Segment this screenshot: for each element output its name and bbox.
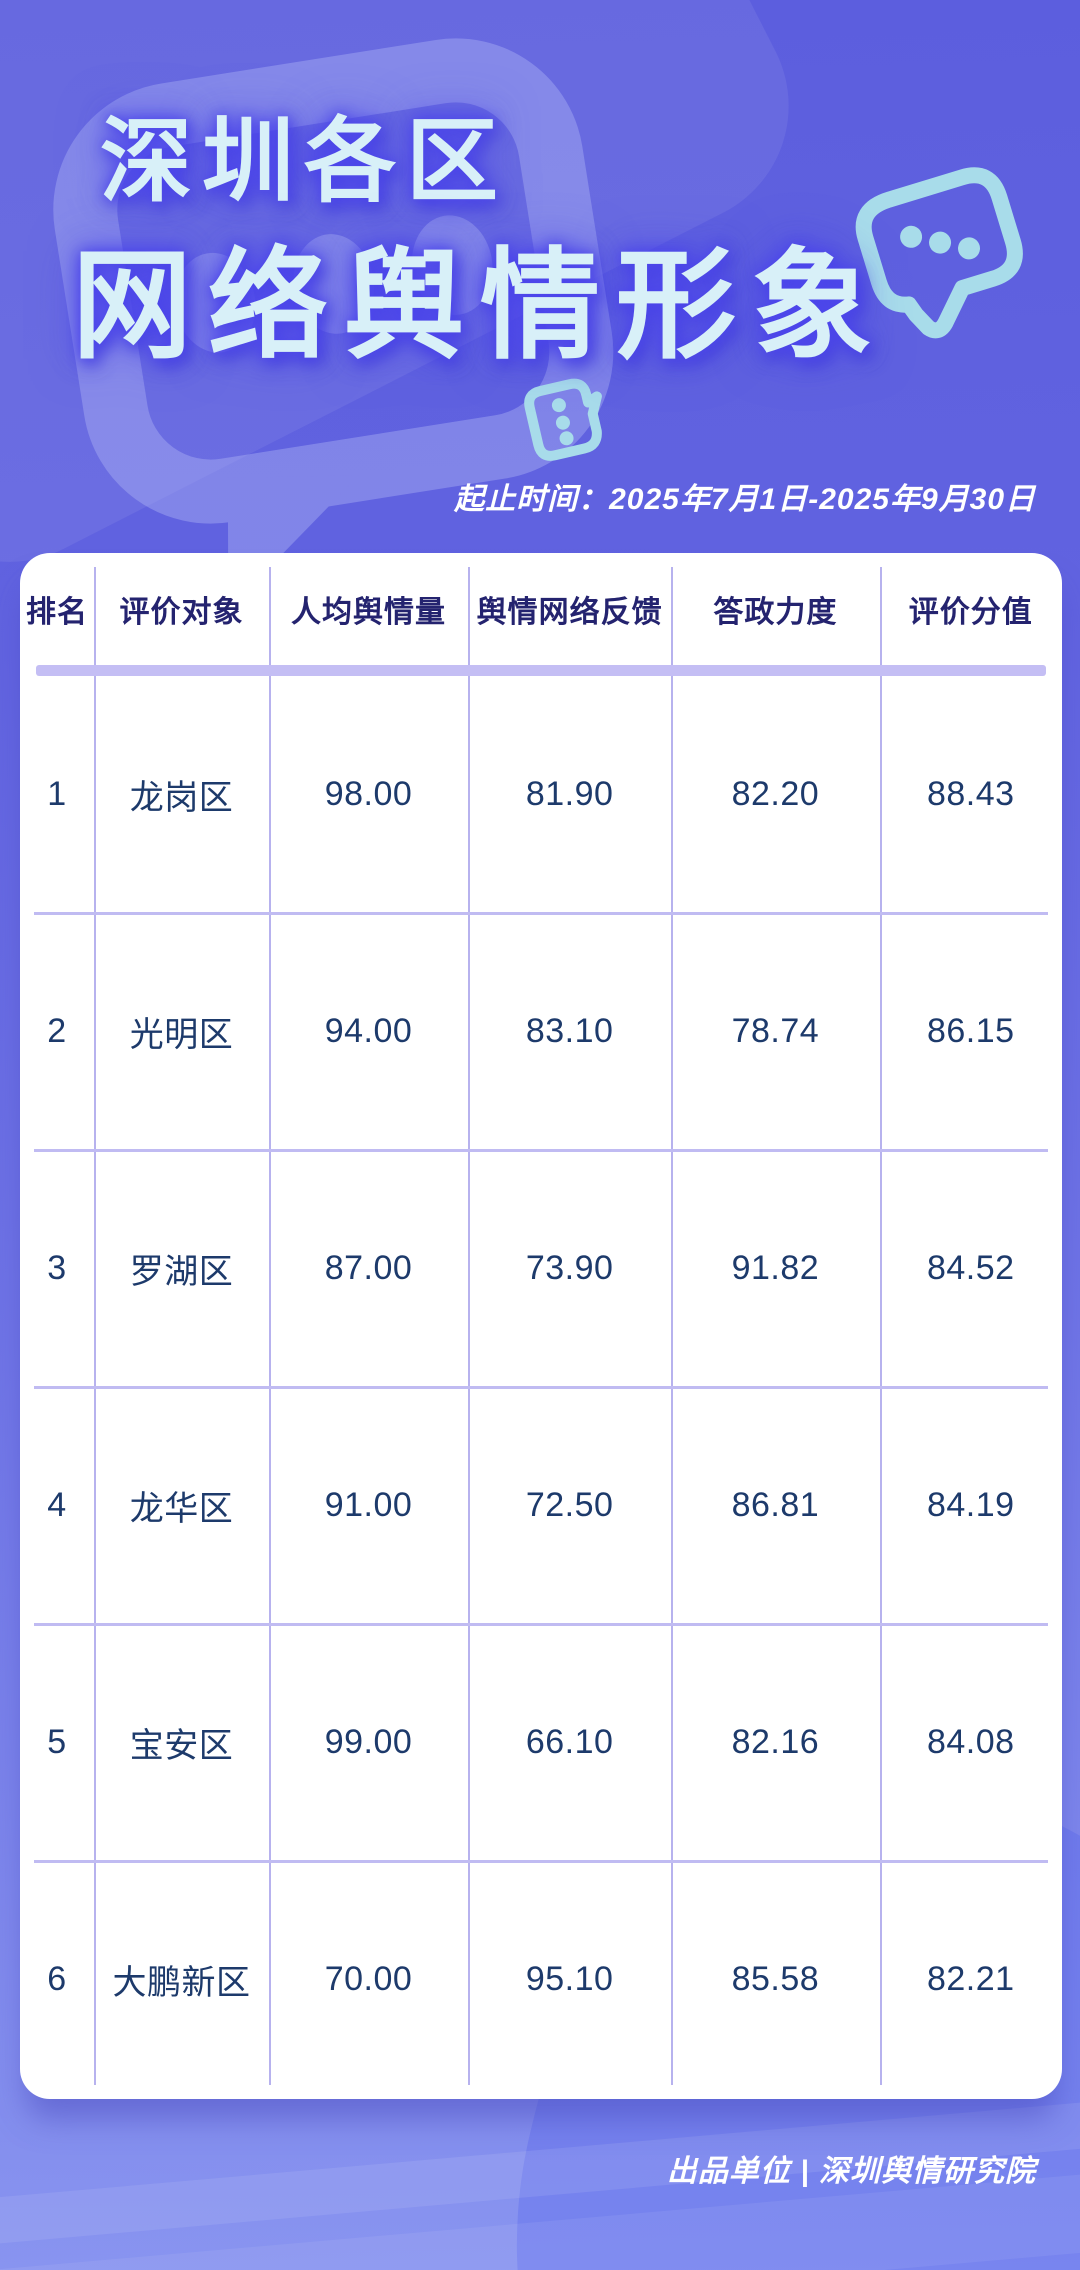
column-header: 评价对象 xyxy=(119,596,244,629)
table-cell: 95.10 xyxy=(525,1960,614,1998)
ranking-table: 排名 评价对象 人均舆情量 舆情网络反馈 答政力度 评价分值 1 龙岗区 98.… xyxy=(20,553,1062,2099)
table-cell: 70.00 xyxy=(324,1960,413,1998)
column-divider xyxy=(879,567,882,2085)
column-divider xyxy=(269,567,272,2085)
table-cell: 82.16 xyxy=(731,1723,820,1761)
score-cell: 88.43 xyxy=(926,775,1015,813)
rank-cell: 4 xyxy=(47,1486,67,1524)
rank-cell: 3 xyxy=(47,1249,67,1287)
table-header-row: 排名 评价对象 人均舆情量 舆情网络反馈 答政力度 评价分值 xyxy=(20,553,1062,665)
district-cell: 罗湖区 xyxy=(129,1253,234,1291)
rank-cell: 6 xyxy=(47,1960,67,1998)
score-cell: 86.15 xyxy=(926,1012,1015,1050)
row-separator xyxy=(34,1623,1048,1626)
rank-cell: 2 xyxy=(47,1012,67,1050)
page-title-line2: 网络舆情形象 xyxy=(72,239,888,373)
table-row: 2 光明区 94.00 83.10 78.74 86.15 xyxy=(20,913,1062,1150)
table-cell: 86.81 xyxy=(731,1486,820,1524)
column-header: 评价分值 xyxy=(908,596,1033,629)
page-title-line1: 深圳各区 xyxy=(100,111,509,213)
district-cell: 光明区 xyxy=(129,1016,234,1054)
table-grid: 排名 评价对象 人均舆情量 舆情网络反馈 答政力度 评价分值 1 龙岗区 98.… xyxy=(20,553,1062,2099)
table-cell: 87.00 xyxy=(324,1249,413,1287)
column-header: 答政力度 xyxy=(713,596,838,629)
row-separator xyxy=(34,912,1048,915)
row-separator xyxy=(34,1386,1048,1389)
chat-dice-icon xyxy=(512,365,620,479)
table-cell: 94.00 xyxy=(324,1012,413,1050)
table-row: 3 罗湖区 87.00 73.90 91.82 84.52 xyxy=(20,1150,1062,1387)
district-cell: 宝安区 xyxy=(129,1727,234,1765)
table-cell: 91.82 xyxy=(731,1249,820,1287)
rank-cell: 5 xyxy=(47,1723,67,1761)
row-separator xyxy=(34,1860,1048,1863)
column-header: 舆情网络反馈 xyxy=(476,596,663,629)
table-cell: 78.74 xyxy=(731,1012,820,1050)
table-cell: 83.10 xyxy=(525,1012,614,1050)
column-divider xyxy=(468,567,471,2085)
table-row: 6 大鹏新区 70.00 95.10 85.58 82.21 xyxy=(20,1861,1062,2098)
rank-cell: 1 xyxy=(47,775,67,813)
table-cell: 72.50 xyxy=(525,1486,614,1524)
chat-bubble-icon xyxy=(831,137,1056,375)
credit-line: 出品单位 | 深圳舆情研究院 xyxy=(666,2155,1036,2188)
column-divider xyxy=(93,567,96,2085)
score-cell: 84.19 xyxy=(926,1486,1015,1524)
score-cell: 84.52 xyxy=(926,1249,1015,1287)
table-cell: 91.00 xyxy=(324,1486,413,1524)
table-cell: 82.20 xyxy=(731,775,820,813)
table-cell: 73.90 xyxy=(525,1249,614,1287)
table-cell: 66.10 xyxy=(525,1723,614,1761)
table-cell: 85.58 xyxy=(731,1960,820,1998)
table-row: 4 龙华区 91.00 72.50 86.81 84.19 xyxy=(20,1387,1062,1624)
table-cell: 99.00 xyxy=(324,1723,413,1761)
district-cell: 大鹏新区 xyxy=(112,1964,251,2002)
column-divider xyxy=(671,567,674,2085)
row-separator xyxy=(34,1149,1048,1152)
table-cell: 81.90 xyxy=(525,775,614,813)
table-cell: 98.00 xyxy=(324,775,413,813)
column-header: 人均舆情量 xyxy=(291,596,447,629)
report-period: 起止时间：2025年7月1日-2025年9月30日 xyxy=(454,483,1036,516)
district-cell: 龙华区 xyxy=(129,1490,234,1528)
score-cell: 84.08 xyxy=(926,1723,1015,1761)
column-header: 排名 xyxy=(25,596,88,629)
header-separator-band xyxy=(36,665,1046,676)
table-row: 1 龙岗区 98.00 81.90 82.20 88.43 xyxy=(20,676,1062,913)
district-cell: 龙岗区 xyxy=(129,779,234,817)
score-cell: 82.21 xyxy=(926,1960,1015,1998)
table-row: 5 宝安区 99.00 66.10 82.16 84.08 xyxy=(20,1624,1062,1861)
